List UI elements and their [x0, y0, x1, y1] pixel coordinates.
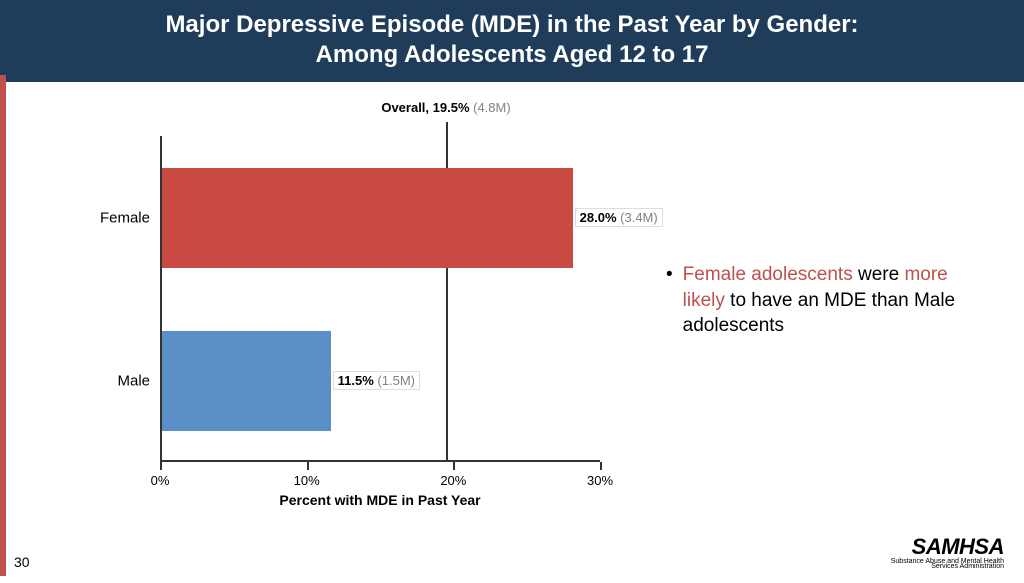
page-number: 30 [14, 554, 30, 570]
overall-label: Overall, 19.5% (4.8M) [381, 100, 510, 115]
title-line-1: Major Depressive Episode (MDE) in the Pa… [40, 10, 984, 40]
bullet-point: • Female adolescents were more likely to… [660, 262, 994, 339]
title-line-2: Among Adolescents Aged 12 to 17 [40, 40, 984, 70]
bar-value-label: 11.5% (1.5M) [333, 371, 420, 390]
slide-header: Major Depressive Episode (MDE) in the Pa… [0, 0, 1024, 82]
x-tick-label: 10% [294, 473, 320, 488]
x-tick-label: 30% [587, 473, 613, 488]
x-axis-title: Percent with MDE in Past Year [279, 492, 480, 508]
samhsa-logo: SAMHSA Substance Abuse and Mental Health… [891, 534, 1004, 570]
logo-text: SAMHSA [891, 534, 1004, 560]
x-tick [600, 462, 602, 470]
x-tick-label: 20% [440, 473, 466, 488]
bar-chart: Percent with MDE in Past Year 0%10%20%30… [160, 122, 600, 502]
bullet-area: • Female adolescents were more likely to… [640, 82, 1024, 583]
x-axis [160, 460, 600, 462]
x-tick [453, 462, 455, 470]
content-area: Percent with MDE in Past Year 0% 10% 20% 30… [0, 82, 1024, 583]
bullet-text: Female adolescents were more likely to h… [683, 262, 994, 339]
chart-area: Percent with MDE in Past Year 0% 10% 20% 30… [0, 82, 640, 583]
bullet-em-1: Female adolescents [683, 264, 853, 285]
x-tick-label: 0% [151, 473, 170, 488]
bar-value-label: 28.0% (3.4M) [575, 208, 663, 227]
bar-female [162, 168, 573, 268]
bullet-marker: • [666, 262, 673, 339]
category-label: Female [100, 209, 150, 226]
x-tick [307, 462, 309, 470]
bar-male [162, 331, 331, 431]
category-label: Male [117, 372, 150, 389]
x-tick [160, 462, 162, 470]
